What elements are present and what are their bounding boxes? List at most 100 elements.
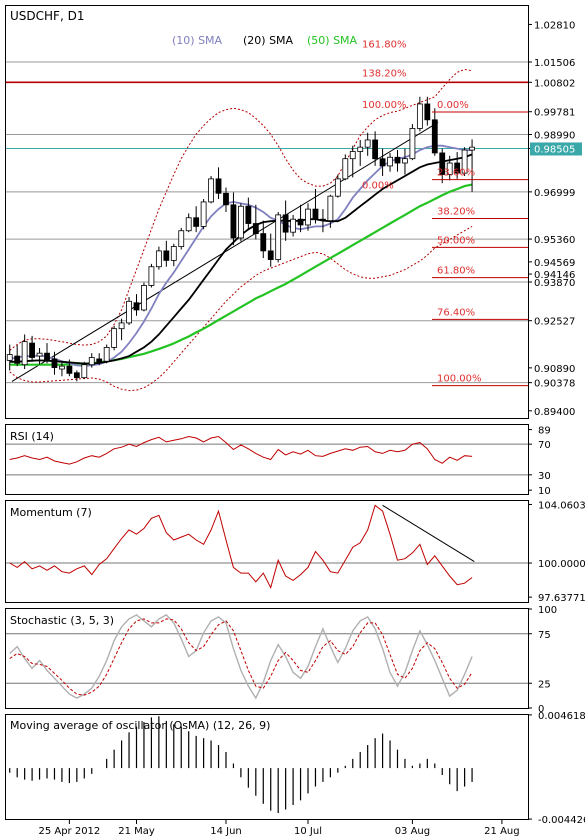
main-price-gridlines (6, 61, 528, 384)
osma-title: Moving average of oscillator (OsMA) (12,… (10, 719, 270, 732)
candle (431, 108, 438, 156)
time-axis-label: 21 May (118, 826, 155, 837)
price-tick-label: 0.94146 (534, 270, 575, 281)
candle-body (334, 178, 341, 197)
price-tick-label: 0.95360 (534, 235, 575, 246)
candle-body (237, 205, 244, 239)
candle (223, 187, 229, 212)
candle (454, 152, 461, 179)
fib-level-label: 100.00% (362, 100, 407, 111)
candle (133, 294, 140, 316)
candle (357, 139, 364, 166)
candle-body (372, 139, 379, 160)
stochastic-main-line (9, 614, 473, 700)
candle (208, 175, 214, 204)
fib-level-label: 100.00% (437, 374, 482, 385)
indicator-tick-label: 104.0603 (538, 500, 585, 511)
candle (416, 96, 423, 132)
candle-body (320, 218, 326, 222)
candle (111, 325, 118, 351)
fibonacci-levels: 161.80% 138.20% 100.00% 0.00% 23.60% 0.00% 38.… (362, 39, 528, 387)
candle (44, 343, 50, 364)
candle (245, 197, 252, 230)
sma20-label: (20) SMA (243, 34, 294, 47)
fib-level-label: 50.00% (437, 235, 475, 246)
candle-body (446, 162, 453, 175)
candle (36, 347, 43, 365)
candle-body (36, 352, 43, 357)
candle-body (357, 146, 364, 152)
indicator-tick-label: 25 (538, 679, 551, 690)
price-tick-label: 0.98990 (534, 130, 575, 141)
chart-title: USDCHF, D1 (10, 9, 84, 23)
price-tick-label: 0.89400 (534, 407, 575, 418)
candle-body (342, 158, 349, 180)
fib-level-label: 138.20% (362, 68, 407, 79)
rsi-frame (5, 424, 529, 495)
indicator-tick-label: -0.004426 (538, 815, 585, 826)
price-tick-label: 1.02810 (534, 20, 575, 31)
candle (267, 233, 274, 267)
candle-body (282, 214, 289, 233)
momentum-trendline (382, 504, 475, 563)
candle-body (245, 205, 252, 224)
candle (193, 206, 200, 233)
candle-body (312, 208, 319, 220)
candle (81, 361, 88, 380)
price-tick-label: 0.92527 (534, 317, 575, 328)
candle-body (155, 250, 162, 268)
candle-body (454, 162, 461, 174)
candle (170, 243, 177, 267)
price-tick-label: 0.93870 (534, 278, 575, 289)
candle (409, 124, 416, 161)
candle-body (21, 341, 28, 366)
stochastic-plot: 100 75 25 0 (6, 605, 557, 715)
candle-body (387, 156, 393, 167)
candle (387, 152, 393, 172)
fib-level-label: 161.80% (362, 39, 407, 50)
candle (305, 203, 311, 231)
indicator-tick-label: 89 (538, 426, 551, 437)
price-tick-label: 0.90378 (534, 379, 575, 390)
candle-body (51, 358, 58, 368)
candle (126, 296, 132, 325)
candle-body (148, 266, 155, 286)
momentum-title: Momentum (7) (10, 506, 92, 519)
candle-body (6, 354, 13, 361)
momentum-frame (5, 500, 529, 603)
fib-level-label: 0.00% (362, 181, 394, 192)
candle-body (402, 158, 408, 164)
candle (439, 148, 446, 184)
rsi-plot: 89 70 30 10 (6, 426, 551, 497)
time-axis-label: 21 Aug (484, 826, 519, 837)
candle-body (133, 302, 140, 311)
candle (155, 246, 162, 270)
candle-body (252, 223, 259, 235)
candle (237, 203, 244, 242)
candle-body (111, 328, 118, 348)
bollinger-upper-band (9, 68, 473, 351)
candle (402, 148, 408, 175)
candle-body (208, 178, 214, 203)
momentum-line (9, 504, 473, 589)
candle (252, 204, 259, 240)
indicator-tick-label: 100 (538, 605, 557, 616)
candle-body (178, 230, 185, 247)
osma-frame (5, 714, 529, 820)
candle (14, 345, 21, 367)
candle-body (73, 372, 80, 379)
indicator-tick-label: 100.0000 (538, 559, 585, 570)
panel-frames (5, 5, 529, 820)
candle (215, 167, 222, 200)
candle-body (44, 352, 50, 361)
candle (327, 194, 334, 228)
price-tick-label: 0.98505 (534, 144, 575, 155)
candle (469, 139, 475, 192)
candle-body (409, 128, 416, 160)
price-tick-label: 0.90890 (534, 364, 575, 375)
time-axis: 25 Apr 2012 21 May 14 Jun 10 Jul 03 Aug 21 Au… (38, 819, 520, 837)
rsi-title: RSI (14) (10, 430, 54, 443)
indicator-tick-label: 0.004618 (538, 711, 585, 722)
candle-body (170, 246, 177, 261)
candle-body (394, 156, 401, 164)
